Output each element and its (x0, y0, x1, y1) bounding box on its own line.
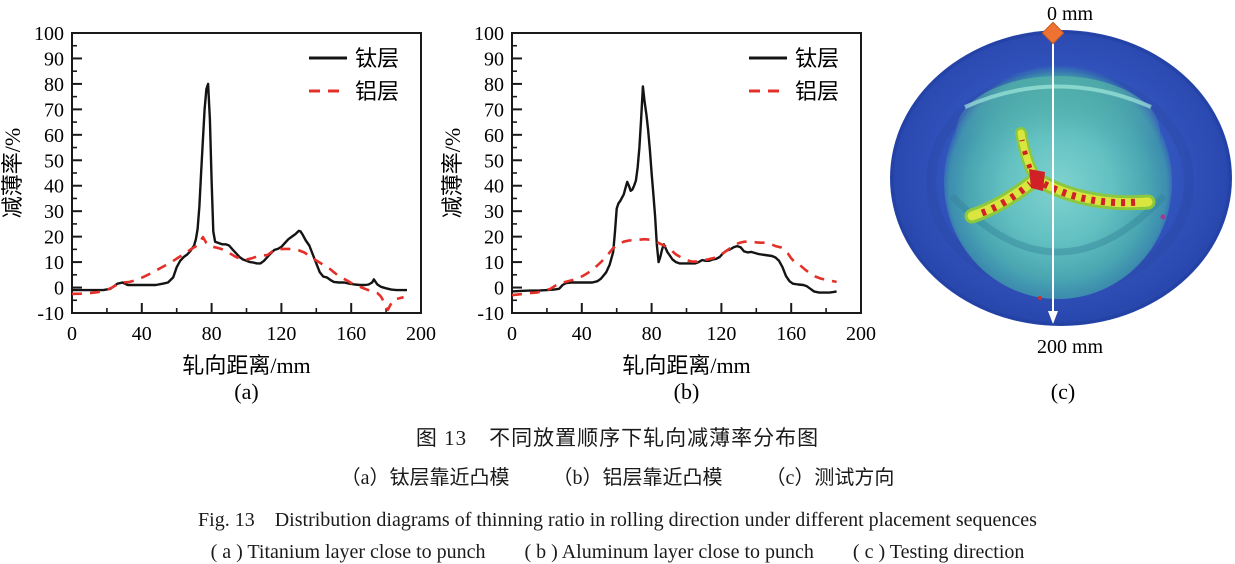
y-tick-label: -10 (477, 303, 504, 325)
x-tick-label: 40 (132, 323, 152, 345)
caption-cn-sub-a: （a）钛层靠近凸模 (340, 467, 510, 489)
dome-top-shading (956, 76, 1160, 188)
y-tick-label: 50 (44, 150, 64, 172)
y-tick-label: 10 (484, 252, 504, 274)
strain-crack-bands (964, 127, 1166, 300)
caption-cn-title: 图 13 不同放置顺序下轧向减薄率分布图 (415, 426, 820, 450)
x-tick-label: 160 (336, 323, 366, 345)
figure-captions: 图 13 不同放置顺序下轧向减薄率分布图 （a）钛层靠近凸模 （b）铝层靠近凸模… (0, 422, 1235, 564)
y-tick-label: 30 (44, 201, 64, 223)
panel-letter: (a) (234, 379, 258, 404)
y-tick-label: 20 (44, 227, 64, 249)
titanium-series-line (511, 85, 837, 294)
x-tick-label: 40 (572, 323, 592, 345)
stray-magenta-dot (1160, 214, 1166, 220)
legend-label-aluminum: 铝层 (795, 79, 839, 104)
measure-end-label: 200 mm (1037, 336, 1104, 358)
y-axis-label: 减薄率/% (0, 128, 25, 218)
y-tick-label: 70 (484, 99, 504, 121)
aluminum-series-line (511, 237, 837, 297)
x-tick-label: 200 (406, 323, 436, 345)
caption-cn-sub-c: （c）测试方向 (765, 467, 895, 489)
legend-label-titanium: 钛层 (795, 46, 839, 71)
y-tick-label: 60 (44, 125, 64, 147)
y-tick-label: 100 (34, 23, 64, 45)
legend-label-aluminum: 铝层 (355, 79, 399, 104)
dome-rim-highlight (964, 84, 1152, 109)
x-tick-label: 120 (266, 323, 296, 345)
y-tick-label: 80 (44, 74, 64, 96)
y-tick-label: 90 (484, 48, 504, 70)
plot-frame (71, 32, 422, 314)
chart-panel-b: 100 90 80 70 60 50 40 30 20 10 0 -10 0 40 80 120 160 200 减… (440, 0, 880, 406)
x-axis-label: 轧向距离/mm (182, 353, 310, 378)
y-tick-label: 0 (494, 278, 504, 300)
caption-cn-sub-b: （b）铝层靠近凸模 (552, 467, 723, 489)
crack-stripes-up (1019, 139, 1033, 169)
stray-red-dot (1038, 296, 1042, 300)
measure-start-label: 0 mm (1047, 3, 1094, 25)
legend-label-titanium: 钛层 (355, 46, 399, 71)
y-tick-label: 40 (484, 176, 504, 198)
panel-letter: (b) (674, 379, 700, 404)
plot-frame (511, 32, 862, 314)
x-tick-label: 200 (846, 323, 876, 345)
y-tick-label: -10 (37, 303, 64, 325)
caption-en-sub-c: ( c ) Testing direction (852, 541, 1025, 563)
y-tick-label: 50 (484, 150, 504, 172)
y-tick-label: 80 (484, 74, 504, 96)
x-tick-label: 0 (507, 323, 517, 345)
aluminum-series-line (71, 235, 404, 312)
start-diamond-icon (1041, 21, 1065, 45)
y-axis-label: 减薄率/% (440, 128, 465, 218)
test-direction-panel: 0 mm 200 mm (c) (880, 0, 1235, 406)
caption-en-sub-b: ( b ) Aluminum layer close to punch (524, 541, 814, 563)
y-tick-label: 0 (54, 278, 64, 300)
panel-letter-c: (c) (1051, 379, 1075, 404)
titanium-series-line (72, 82, 407, 292)
x-tick-label: 120 (706, 323, 736, 345)
arrow-down-icon (1048, 311, 1058, 324)
crack-center-blob (1029, 169, 1045, 191)
x-tick-label: 0 (67, 323, 77, 345)
y-tick-label: 10 (44, 252, 64, 274)
y-tick-label: 20 (484, 227, 504, 249)
x-tick-label: 80 (642, 323, 662, 345)
y-tick-label: 60 (484, 125, 504, 147)
caption-en-sub-a: ( a ) Titanium layer close to punch (210, 541, 486, 563)
y-tick-label: 40 (44, 176, 64, 198)
caption-cn-sub: （a）钛层靠近凸模 （b）铝层靠近凸模 （c）测试方向 (0, 461, 1235, 490)
y-tick-label: 70 (44, 99, 64, 121)
figure-13-panels: 100 90 80 70 60 50 40 30 20 10 0 -10 0 40 80 120 160 200 减… (0, 0, 1235, 406)
x-tick-label: 160 (776, 323, 806, 345)
y-tick-label: 100 (474, 23, 504, 45)
y-tick-label: 90 (44, 48, 64, 70)
caption-en-sub: ( a ) Titanium layer close to punch ( b … (0, 541, 1235, 564)
caption-en-title: Fig. 13 Distribution diagrams of thinnin… (198, 509, 1037, 531)
chart-panel-a: 100 90 80 70 60 50 40 30 20 10 0 -10 0 40 80 120 160 200 减… (0, 0, 440, 406)
test-direction-image: 0 mm 200 mm (c) (890, 3, 1232, 404)
x-tick-label: 80 (202, 323, 222, 345)
x-axis-label: 轧向距离/mm (622, 353, 750, 378)
y-tick-label: 30 (484, 201, 504, 223)
